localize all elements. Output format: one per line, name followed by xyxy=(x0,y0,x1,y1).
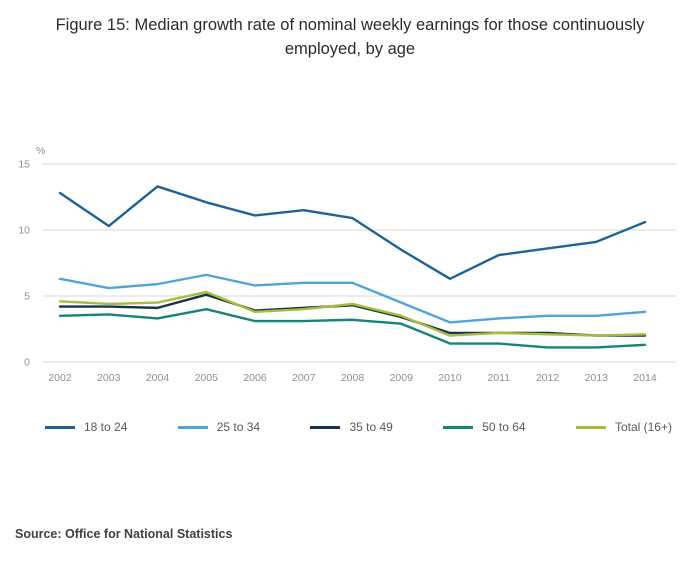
legend-swatch-50-to-64 xyxy=(443,425,474,429)
x-tick-label: 2008 xyxy=(341,372,365,384)
series-line-35-to-49 xyxy=(58,293,647,337)
legend-label-25-to-34: 25 to 34 xyxy=(216,420,261,434)
series-line-18-to-24 xyxy=(58,185,647,281)
x-tick-label: 2005 xyxy=(195,372,219,384)
legend: 18 to 24 25 to 34 35 to 49 50 to 64 Total (1… xyxy=(45,420,672,434)
legend-swatch-35-to-49 xyxy=(310,425,341,429)
y-tick-label: 5 xyxy=(24,291,30,303)
x-tick-label: 2002 xyxy=(48,372,72,384)
x-tick-label: 2013 xyxy=(585,372,609,384)
x-tick-label: 2006 xyxy=(243,372,267,384)
legend-item-50-to-64[interactable]: 50 to 64 xyxy=(443,420,526,434)
legend-label-50-to-64: 50 to 64 xyxy=(482,420,526,434)
x-tick-label: 2012 xyxy=(536,372,560,384)
chart-title: Figure 15: Median growth rate of nominal… xyxy=(55,16,645,58)
x-tick-label: 2003 xyxy=(97,372,121,384)
legend-label-18-to-24: 18 to 24 xyxy=(84,420,128,434)
legend-item-18-to-24[interactable]: 18 to 24 xyxy=(45,420,127,434)
x-tick-label: 2004 xyxy=(146,372,170,384)
series-line-25-to-34 xyxy=(58,273,647,324)
legend-item-25-to-34[interactable]: 25 to 34 xyxy=(177,420,261,434)
x-tick-label: 2007 xyxy=(292,372,316,384)
legend-item-total-16[interactable]: Total (16+) xyxy=(575,420,672,434)
y-tick-label: 15 xyxy=(18,159,30,171)
y-axis-unit-label: % xyxy=(36,145,45,157)
x-tick-label: 2011 xyxy=(487,372,510,384)
legend-swatch-25-to-34 xyxy=(177,425,208,429)
legend-swatch-18-to-24 xyxy=(45,425,75,429)
series-line-total-16 xyxy=(58,290,647,337)
legend-swatch-total-16 xyxy=(575,425,606,429)
x-tick-label: 2009 xyxy=(390,372,414,384)
line-chart: 0 5 10 15% 2002 2003 2004 2005 2006 2007 2008 2009 2… xyxy=(18,145,676,384)
y-tick-label: 0 xyxy=(24,357,30,369)
source-text: Source: Office for National Statistics xyxy=(15,527,233,541)
x-tick-label: 2010 xyxy=(438,372,462,384)
legend-label-35-to-49: 35 to 49 xyxy=(349,420,393,434)
legend-label-total-16: Total (16+) xyxy=(614,420,672,434)
y-tick-label: 10 xyxy=(18,225,30,237)
series-line-50-to-64 xyxy=(58,307,647,349)
x-tick-label: 2014 xyxy=(633,372,657,384)
legend-item-35-to-49[interactable]: 35 to 49 xyxy=(310,420,393,434)
chart-area: 0 5 10 15% 2002 2003 2004 2005 2006 2007 2008 2009 2… xyxy=(0,142,700,397)
